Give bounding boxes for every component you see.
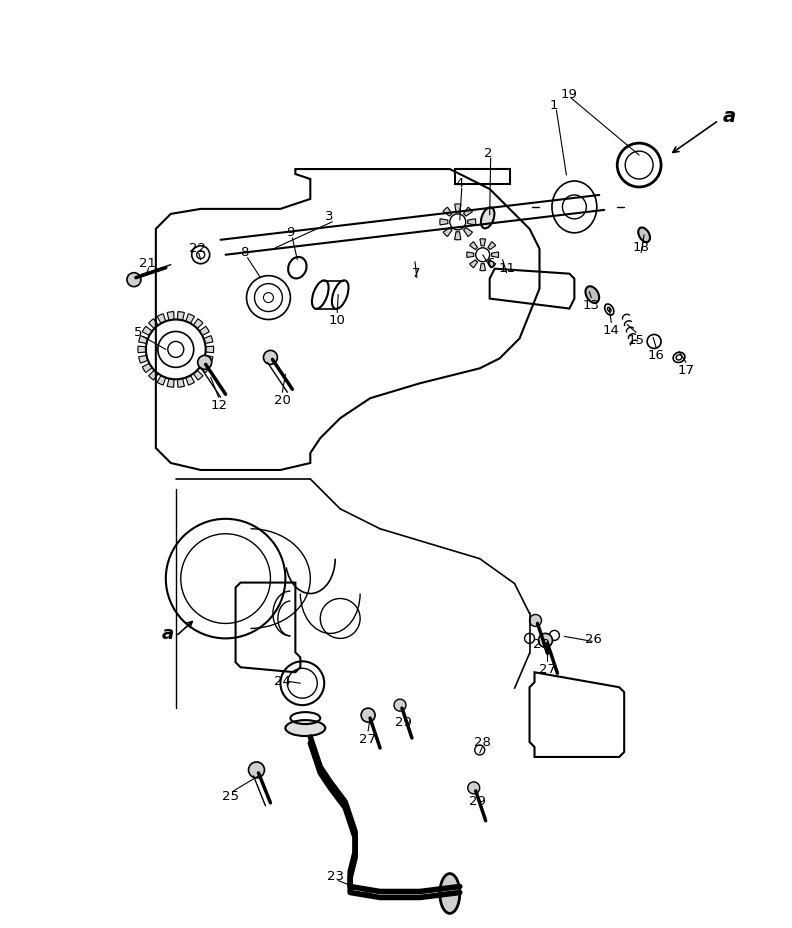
Text: 29: 29 (533, 638, 550, 651)
Text: 14: 14 (603, 324, 619, 337)
Text: 23: 23 (327, 870, 344, 883)
Text: 21: 21 (139, 257, 156, 270)
Text: 29: 29 (394, 715, 411, 728)
Wedge shape (177, 380, 185, 388)
Wedge shape (177, 312, 185, 321)
Wedge shape (488, 242, 496, 251)
Ellipse shape (481, 208, 494, 229)
Text: 27: 27 (539, 662, 556, 675)
Wedge shape (143, 327, 152, 336)
Wedge shape (455, 205, 461, 213)
Text: 27: 27 (359, 732, 375, 745)
Circle shape (361, 708, 375, 722)
Circle shape (539, 634, 553, 648)
Text: 8: 8 (240, 246, 249, 259)
Circle shape (264, 351, 277, 365)
Wedge shape (149, 371, 158, 380)
Wedge shape (455, 232, 461, 240)
Wedge shape (480, 264, 485, 271)
Wedge shape (488, 261, 496, 268)
Text: a: a (722, 107, 736, 125)
Wedge shape (466, 252, 474, 258)
Wedge shape (157, 376, 166, 386)
Wedge shape (186, 315, 195, 324)
Wedge shape (193, 319, 203, 329)
Text: 7: 7 (412, 267, 421, 280)
Text: 2: 2 (485, 147, 493, 160)
Wedge shape (440, 220, 448, 226)
Text: 20: 20 (274, 393, 291, 406)
Text: 17: 17 (677, 364, 695, 377)
Circle shape (249, 762, 265, 778)
Wedge shape (467, 220, 476, 226)
Text: 16: 16 (648, 349, 664, 362)
Wedge shape (149, 319, 158, 329)
Ellipse shape (285, 720, 326, 736)
Text: 3: 3 (325, 210, 333, 223)
Text: 19: 19 (561, 88, 578, 101)
Wedge shape (492, 252, 499, 258)
Text: 5: 5 (134, 326, 142, 339)
Circle shape (530, 615, 542, 626)
Text: 1: 1 (549, 98, 558, 111)
Wedge shape (204, 336, 213, 344)
Text: 12: 12 (210, 398, 227, 411)
Wedge shape (143, 364, 152, 373)
Ellipse shape (638, 228, 650, 243)
Wedge shape (206, 347, 214, 354)
Text: 22: 22 (189, 242, 206, 255)
Circle shape (468, 782, 480, 794)
Circle shape (198, 356, 211, 370)
Ellipse shape (440, 873, 460, 913)
Wedge shape (167, 380, 174, 388)
Wedge shape (139, 356, 148, 364)
Circle shape (127, 274, 141, 288)
Text: 13: 13 (583, 299, 600, 312)
Wedge shape (463, 228, 473, 238)
Wedge shape (157, 315, 166, 324)
Text: 25: 25 (222, 790, 239, 803)
Ellipse shape (585, 287, 600, 303)
Wedge shape (200, 327, 209, 336)
Text: 28: 28 (474, 735, 491, 748)
Text: a: a (162, 625, 174, 643)
Wedge shape (139, 336, 148, 344)
Wedge shape (138, 347, 146, 354)
Wedge shape (443, 228, 452, 238)
Wedge shape (480, 239, 485, 247)
Wedge shape (200, 364, 209, 373)
Text: 9: 9 (286, 226, 295, 239)
Text: 15: 15 (627, 333, 645, 346)
Text: 24: 24 (274, 674, 291, 687)
Wedge shape (186, 376, 195, 386)
Wedge shape (470, 261, 478, 268)
Wedge shape (204, 356, 213, 364)
Circle shape (394, 700, 406, 712)
Text: 18: 18 (633, 241, 649, 254)
Text: 29: 29 (470, 794, 486, 807)
Wedge shape (470, 242, 478, 251)
Text: 10: 10 (329, 314, 345, 327)
Text: 11: 11 (498, 262, 515, 275)
Wedge shape (463, 208, 473, 217)
Text: 4: 4 (455, 177, 464, 190)
Wedge shape (167, 312, 174, 321)
Wedge shape (193, 371, 203, 380)
Text: 6: 6 (486, 257, 495, 270)
Text: 26: 26 (584, 632, 602, 645)
Wedge shape (443, 208, 452, 217)
